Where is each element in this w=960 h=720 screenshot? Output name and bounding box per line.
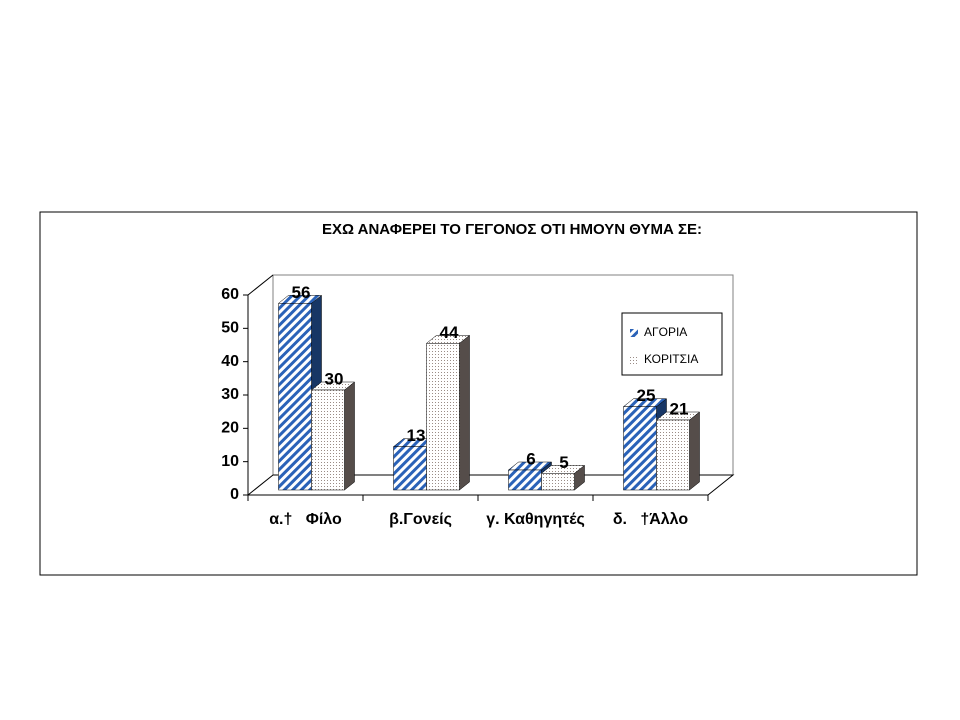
bar [310,381,356,491]
legend-swatch [630,356,638,364]
y-tick-label: 60 [221,286,239,303]
data-label: 25 [637,386,656,405]
y-tick-label: 30 [221,386,239,403]
x-tick-label: α.† Φίλο [269,511,342,528]
x-tick-label: β.Γονείς [389,511,452,528]
x-tick-label: δ. †Άλλο [613,511,689,528]
bar [540,464,586,491]
x-tick-label: γ. Καθηγητές [486,511,585,528]
plot-area [248,275,733,495]
data-label: 5 [559,453,568,472]
data-label: 30 [325,369,344,388]
y-tick-label: 20 [221,420,239,437]
wall-edge [247,274,274,296]
data-label: 44 [440,323,459,342]
bar [655,411,701,491]
y-tick-label: 40 [221,353,239,370]
back-wall [272,274,734,475]
data-label: 6 [526,449,535,468]
legend-label: ΑΓΟΡΙΑ [644,325,687,339]
data-label: 21 [670,399,689,418]
data-label: 13 [407,426,426,445]
y-tick-label: 0 [230,486,239,503]
floor [247,474,735,496]
data-label: 56 [292,283,311,302]
chart-title: ΕΧΩ ΑΝΑΦΕΡΕΙ ΤΟ ΓΕΓΟΝΟΣ ΟΤΙ ΗΜΟΥΝ ΘΥΜΑ Σ… [322,221,702,238]
legend [621,312,723,376]
legend-label: ΚΟΡΙΤΣΙΑ [644,352,698,366]
y-tick-label: 50 [221,320,239,337]
y-tick-label: 10 [221,453,239,470]
bar [425,334,471,491]
legend-swatch [630,329,638,337]
